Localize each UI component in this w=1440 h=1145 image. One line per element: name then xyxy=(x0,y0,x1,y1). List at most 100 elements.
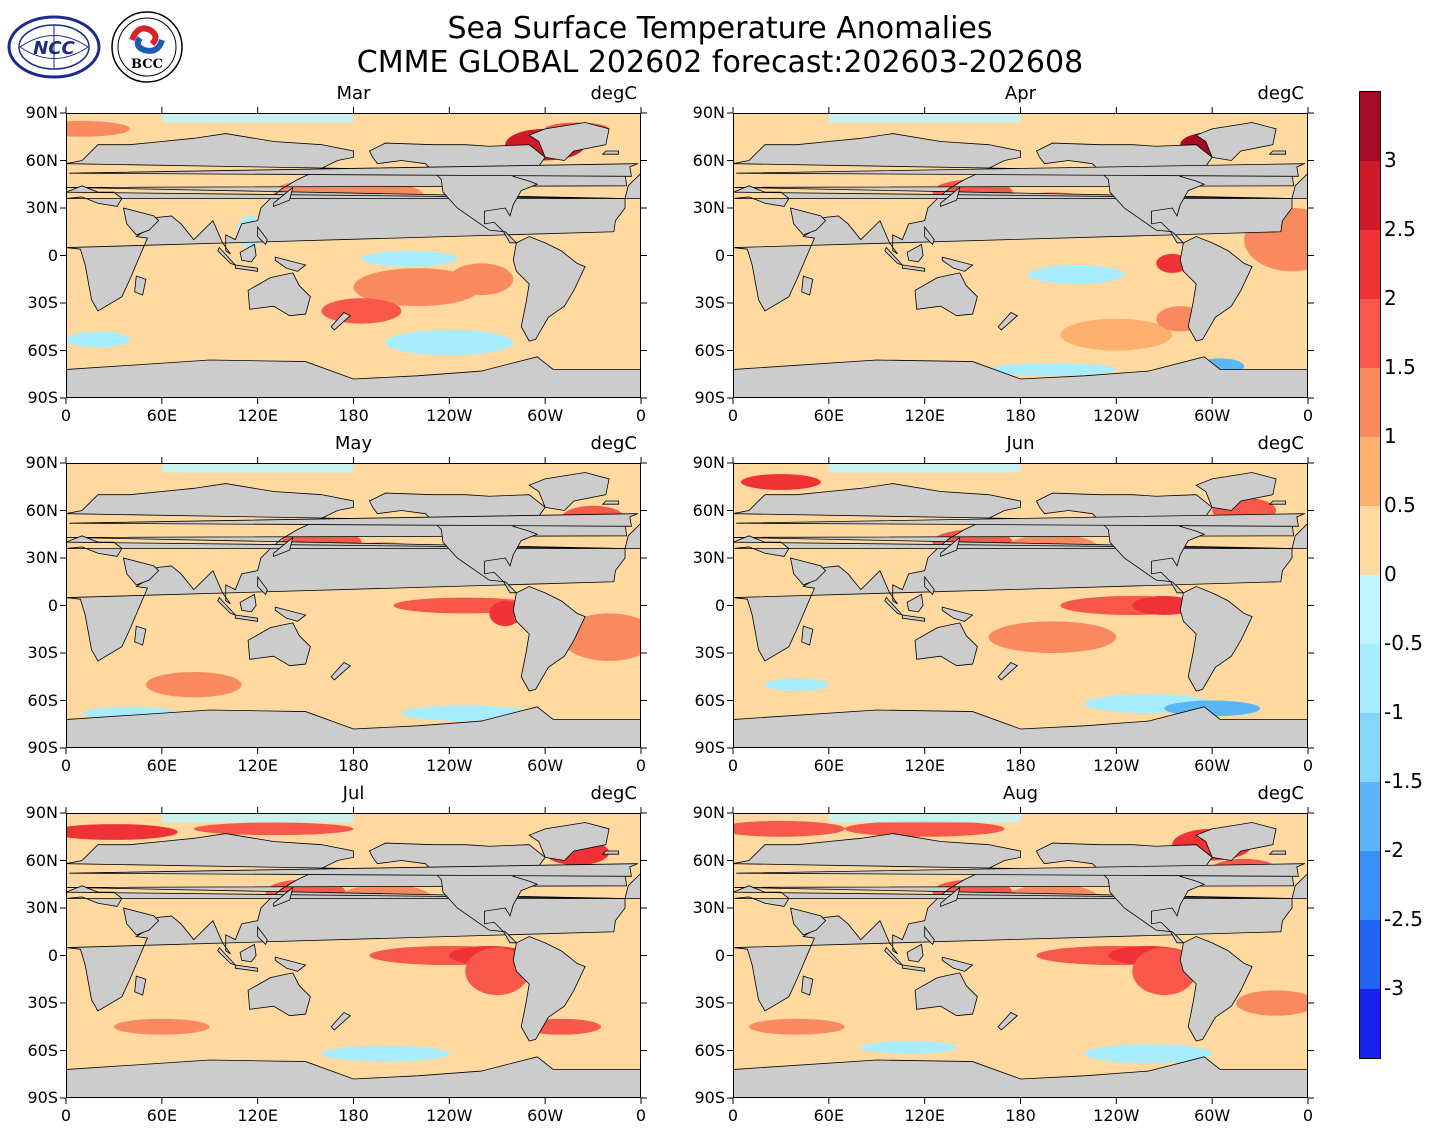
land-mass xyxy=(67,535,626,557)
panel-month-title: Jun xyxy=(1006,433,1035,454)
land-mass xyxy=(940,886,961,908)
lon-tick-label: 60W xyxy=(527,756,564,775)
lon-tick-label: 180 xyxy=(1005,1106,1036,1125)
lon-tick-label: 120W xyxy=(426,756,473,775)
colorbar-segment xyxy=(1360,230,1380,299)
land-mass xyxy=(528,822,610,861)
land-mass xyxy=(528,122,610,161)
land-mass xyxy=(914,972,978,1017)
colorbar-segment xyxy=(1360,437,1380,506)
land-mass xyxy=(247,622,311,667)
panel-month-title: Aug xyxy=(1002,783,1039,804)
land-mass xyxy=(801,275,814,296)
colorbar-tick-label: 2 xyxy=(1384,286,1397,310)
lon-tick-label: 0 xyxy=(635,1106,647,1125)
land-mass xyxy=(901,264,926,272)
sst-anomaly-map xyxy=(66,463,641,748)
anomaly-patch xyxy=(321,1045,450,1062)
lat-tick-label: 30S xyxy=(694,993,725,1012)
lat-tick-label: 30N xyxy=(692,198,725,217)
lat-tick-label: 90S xyxy=(694,388,725,407)
lon-tick-label: 120W xyxy=(1093,756,1140,775)
sst-anomaly-map xyxy=(733,463,1308,748)
land-mass xyxy=(924,225,935,246)
land-mass xyxy=(330,662,352,681)
panel-unit-label: degC xyxy=(1257,783,1305,804)
lon-tick-label: 60W xyxy=(1194,756,1231,775)
anomaly-patch xyxy=(489,600,522,627)
land-mass xyxy=(997,312,1019,331)
anomaly-patch xyxy=(764,678,829,691)
land-mass xyxy=(901,614,926,622)
land-mass xyxy=(234,264,259,272)
colorbar-segment xyxy=(1360,920,1380,989)
land-mass xyxy=(67,185,626,207)
land-mass xyxy=(217,596,237,616)
lon-tick-label: 60E xyxy=(146,756,178,775)
land-mass xyxy=(122,207,160,236)
lat-tick-label: 60S xyxy=(27,340,58,360)
lat-tick-label: 0 xyxy=(714,245,725,265)
colorbar-tick-label: 2.5 xyxy=(1384,217,1416,241)
land-mass xyxy=(239,593,257,613)
land-mass xyxy=(67,885,626,907)
colorbar-tick-label: -2 xyxy=(1384,838,1404,862)
land-mass xyxy=(601,500,620,505)
lat-tick-label: 60N xyxy=(25,850,58,870)
lon-tick-label: 180 xyxy=(338,406,369,425)
arctic-band xyxy=(828,464,1021,473)
arctic-band xyxy=(828,814,1021,823)
land-mass xyxy=(624,523,640,549)
anomaly-patch xyxy=(449,263,514,296)
axis-ticks xyxy=(60,807,647,1104)
lat-tick-label: 60N xyxy=(692,500,725,520)
lat-tick-label: 90N xyxy=(25,803,58,822)
lat-tick-label: 90S xyxy=(27,1088,58,1107)
anomaly-patch xyxy=(145,672,242,698)
lon-tick-label: 60W xyxy=(527,406,564,425)
lat-tick-label: 90S xyxy=(27,388,58,407)
colorbar-segment xyxy=(1360,851,1380,920)
colorbar-segment xyxy=(1360,989,1380,1058)
lat-tick-label: 30S xyxy=(694,293,725,312)
lon-tick-label: 60W xyxy=(1194,1106,1231,1125)
lon-tick-label: 120W xyxy=(1093,1106,1140,1125)
lat-tick-label: 30N xyxy=(25,898,58,917)
anomaly-patch xyxy=(1028,265,1125,284)
land-mass xyxy=(924,575,935,596)
colorbar-tick-label: -1.5 xyxy=(1384,769,1424,793)
land-mass xyxy=(624,873,640,899)
lon-tick-label: 120E xyxy=(904,756,945,775)
colorbar-tick-label: 1.5 xyxy=(1384,355,1416,379)
colorbar-segment xyxy=(1360,644,1380,713)
lon-tick-label: 120W xyxy=(426,1106,473,1125)
panel-month-title: Mar xyxy=(336,83,371,104)
lon-tick-label: 180 xyxy=(338,756,369,775)
land-mass xyxy=(274,606,307,622)
colorbar-segment xyxy=(1360,161,1380,230)
lon-tick-label: 0 xyxy=(635,756,647,775)
arctic-band xyxy=(161,114,354,123)
sst-anomaly-map xyxy=(733,813,1308,1098)
lon-tick-label: 0 xyxy=(1302,406,1314,425)
panel-unit-label: degC xyxy=(1257,83,1305,104)
lat-tick-label: 30N xyxy=(25,198,58,217)
anomaly-patch xyxy=(1084,1044,1213,1064)
land-mass xyxy=(601,850,620,855)
map-panel-apr: Apr degC 90N 60N 30N 0 30S 60S 90S 0 60E 120E 180 120… xyxy=(693,83,1314,425)
lon-tick-label: 180 xyxy=(338,1106,369,1125)
land-mass xyxy=(884,946,904,966)
land-mass xyxy=(257,925,268,946)
axis-ticks xyxy=(60,457,647,754)
anomaly-patch xyxy=(740,474,821,490)
lat-tick-label: 60N xyxy=(692,150,725,170)
land-mass xyxy=(924,925,935,946)
land-mass xyxy=(1195,822,1277,861)
map-panel-aug: Aug degC 90N 60N 30N 0 30S 60S 90S 0 60E 120E 180 120… xyxy=(693,783,1314,1125)
colorbar-tick-label: -3 xyxy=(1384,976,1404,1000)
land-mass xyxy=(134,975,147,996)
lon-tick-label: 120E xyxy=(237,756,278,775)
land-mass xyxy=(736,513,1305,527)
map-panel-jul: Jul degC 90N 60N 30N 0 30S 60S 90S 0 60E 120E 180 120… xyxy=(26,783,647,1125)
land-mass xyxy=(736,863,1305,877)
